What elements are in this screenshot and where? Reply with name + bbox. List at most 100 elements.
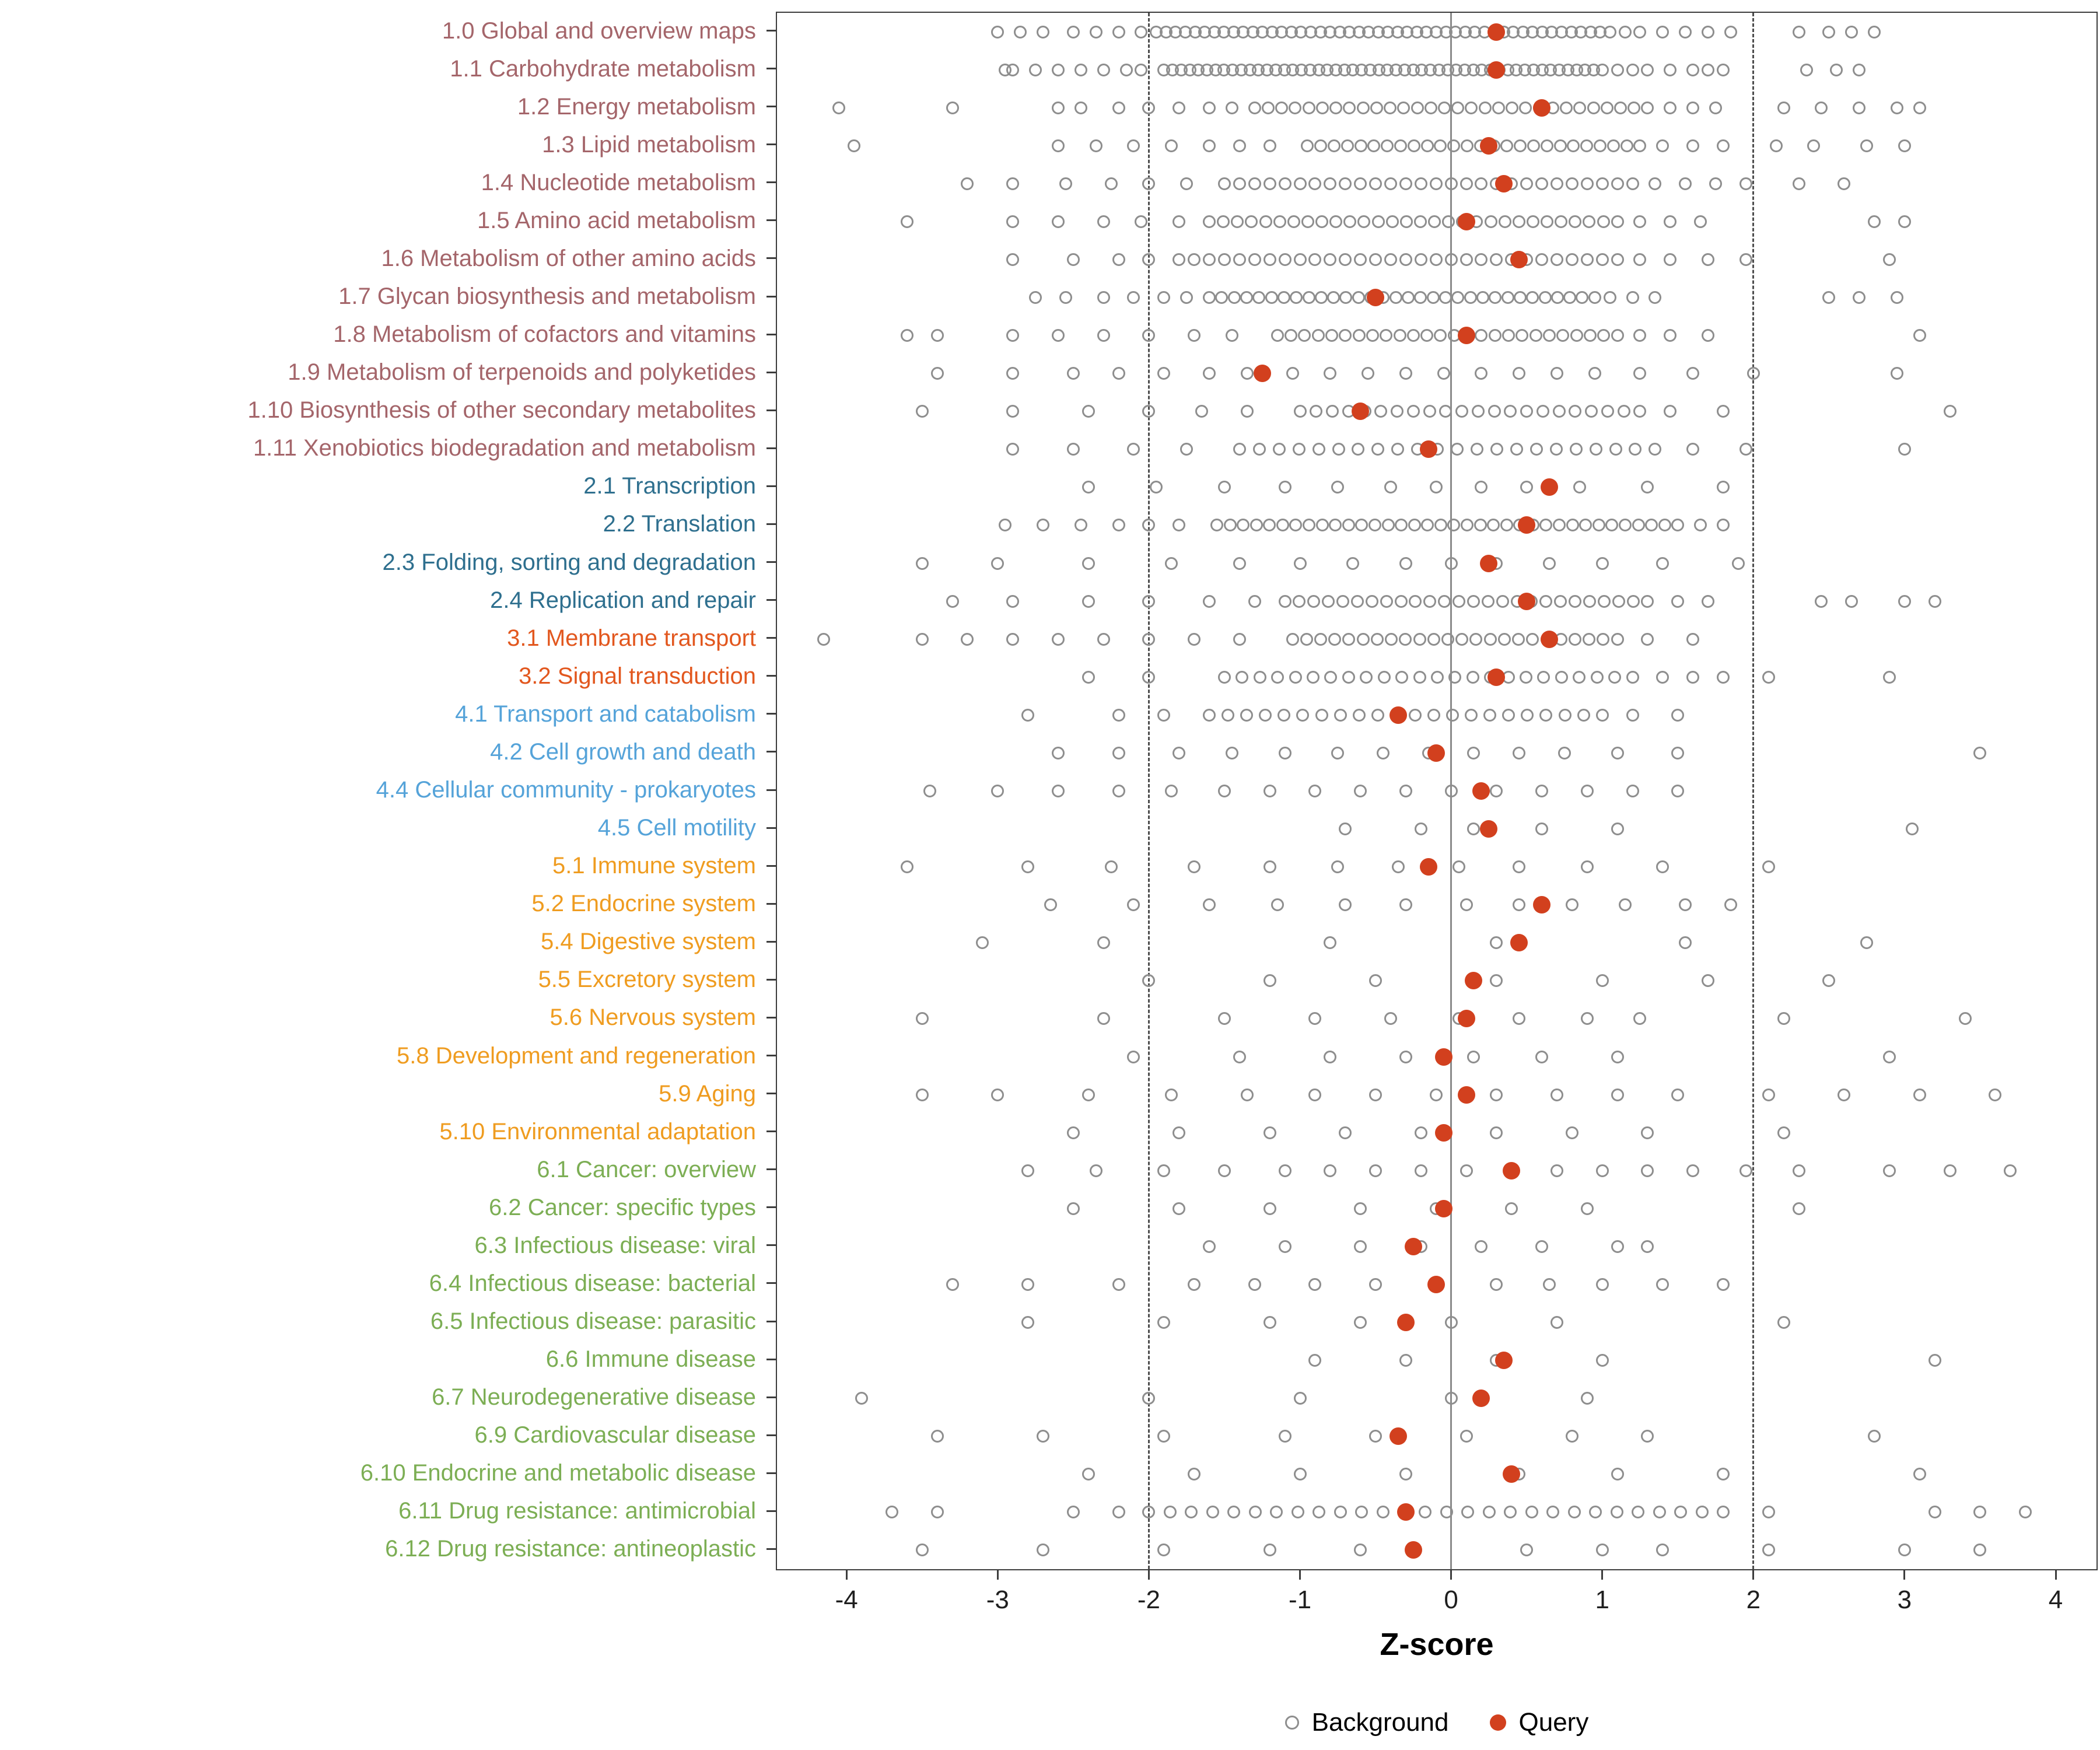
background-point xyxy=(1498,215,1511,228)
category-label: 5.2 Endocrine system xyxy=(531,891,756,917)
background-point xyxy=(1286,632,1299,646)
background-point xyxy=(1611,1468,1624,1481)
background-point xyxy=(1426,291,1440,304)
background-point xyxy=(1225,746,1238,760)
background-point xyxy=(1165,139,1178,152)
background-point xyxy=(1633,367,1647,380)
background-point xyxy=(1626,177,1639,190)
background-point xyxy=(1188,632,1201,646)
background-point xyxy=(1385,632,1398,646)
plot-panel xyxy=(776,12,2098,1570)
background-point xyxy=(1021,860,1035,874)
background-point xyxy=(1315,215,1329,228)
background-point xyxy=(1439,291,1452,304)
category-tick-mark xyxy=(766,106,776,108)
background-point xyxy=(1263,139,1276,152)
background-point xyxy=(1838,1088,1851,1101)
category-label: 5.8 Development and regeneration xyxy=(397,1042,756,1069)
background-point xyxy=(1645,519,1658,532)
query-point xyxy=(1518,592,1536,610)
background-point xyxy=(1270,329,1284,342)
background-point xyxy=(915,405,929,418)
background-point xyxy=(1648,177,1662,190)
background-point xyxy=(1656,860,1670,874)
background-point xyxy=(1510,443,1523,456)
background-point xyxy=(1307,594,1321,608)
x-axis-title: Z-score xyxy=(1380,1627,1494,1662)
background-point xyxy=(1301,215,1314,228)
background-point xyxy=(1762,670,1775,684)
background-point xyxy=(1414,1126,1427,1139)
background-point xyxy=(1037,1430,1050,1443)
background-point xyxy=(1476,291,1489,304)
background-point xyxy=(1739,443,1752,456)
background-point xyxy=(1565,898,1578,912)
background-point xyxy=(1539,519,1553,532)
background-point xyxy=(1490,443,1503,456)
background-point xyxy=(1142,177,1156,190)
background-point xyxy=(930,329,944,342)
background-point xyxy=(1439,405,1452,418)
background-point xyxy=(1343,101,1356,114)
query-point xyxy=(1495,1352,1513,1370)
background-point xyxy=(1263,1126,1276,1139)
background-point xyxy=(1460,898,1473,912)
background-point xyxy=(1641,63,1654,76)
background-point xyxy=(1195,405,1209,418)
background-point xyxy=(1163,1506,1177,1519)
category-label: 5.10 Environmental adaptation xyxy=(439,1118,756,1144)
background-point xyxy=(1590,670,1604,684)
background-point xyxy=(1223,519,1237,532)
background-point xyxy=(1371,443,1385,456)
background-point xyxy=(1603,25,1616,38)
background-point xyxy=(1237,519,1250,532)
background-point xyxy=(1521,708,1534,722)
background-point xyxy=(1556,329,1570,342)
background-point xyxy=(1314,291,1328,304)
background-point xyxy=(1717,1468,1730,1481)
background-point xyxy=(848,139,861,152)
category-tick-mark xyxy=(766,409,776,411)
background-point xyxy=(1180,443,1194,456)
background-point xyxy=(1300,632,1313,646)
background-point xyxy=(1203,215,1216,228)
background-point xyxy=(1413,670,1426,684)
background-point xyxy=(1762,860,1775,874)
background-point xyxy=(1500,519,1513,532)
background-point xyxy=(1112,101,1125,114)
background-point xyxy=(1354,1316,1367,1329)
background-point xyxy=(1157,1316,1171,1329)
background-point xyxy=(1475,367,1488,380)
background-point xyxy=(1958,1012,1972,1026)
background-point xyxy=(1311,329,1325,342)
background-swatch-icon xyxy=(1284,1716,1299,1730)
threshold-reference-line xyxy=(1147,13,1150,1569)
background-point xyxy=(976,936,989,950)
background-point xyxy=(1541,215,1553,228)
background-point xyxy=(1483,708,1497,722)
background-point xyxy=(1370,632,1384,646)
background-point xyxy=(1943,405,1957,418)
category-label: 2.3 Folding, sorting and degradation xyxy=(382,549,756,575)
background-point xyxy=(1563,291,1577,304)
x-tick-label: 3 xyxy=(1897,1586,1912,1614)
background-point xyxy=(1352,443,1365,456)
background-point xyxy=(1461,1506,1475,1519)
background-point xyxy=(1444,785,1458,797)
background-point xyxy=(1066,1126,1080,1139)
query-point xyxy=(1488,668,1506,686)
background-point xyxy=(1112,519,1125,532)
background-point xyxy=(1157,1544,1171,1557)
category-tick-mark xyxy=(766,1434,776,1436)
background-point xyxy=(1278,746,1292,760)
background-point xyxy=(1225,329,1238,342)
background-point xyxy=(1172,253,1186,266)
background-point xyxy=(1429,177,1443,190)
background-point xyxy=(1535,1240,1549,1253)
background-point xyxy=(1460,253,1473,266)
background-point xyxy=(1686,1164,1700,1177)
background-point xyxy=(1526,291,1539,304)
background-point xyxy=(1580,1202,1594,1215)
background-point xyxy=(1482,1506,1496,1519)
background-point xyxy=(1332,443,1345,456)
